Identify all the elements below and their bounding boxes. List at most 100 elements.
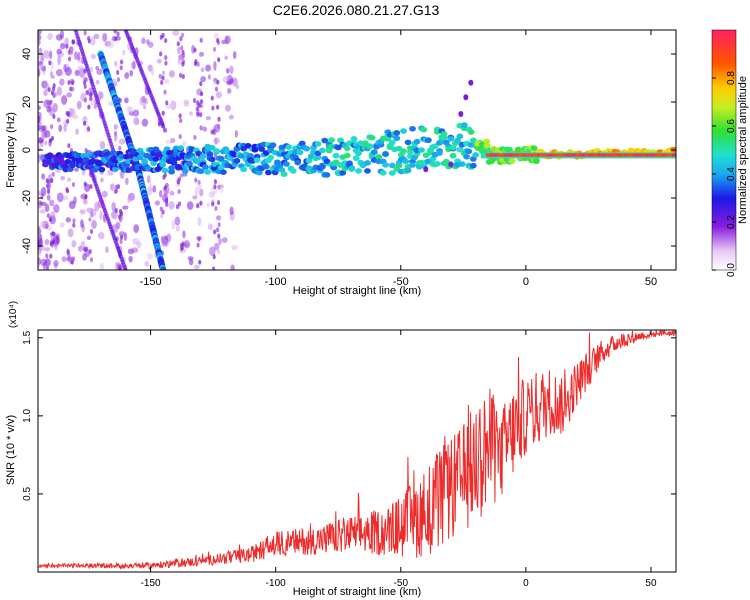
spectro-speckle bbox=[156, 58, 162, 64]
spectrogram-ytick-label: 20 bbox=[21, 96, 33, 108]
spectro-carrier-peak bbox=[620, 153, 624, 157]
spectro-carrier bbox=[69, 160, 76, 167]
spectro-speckle bbox=[38, 68, 41, 78]
spectro-carrier-peak bbox=[656, 153, 660, 157]
spectro-speckle bbox=[205, 64, 212, 72]
spectro-speckle bbox=[159, 213, 164, 219]
spectro-streak bbox=[118, 265, 122, 270]
spectro-speckle bbox=[152, 185, 157, 193]
snr-xtick-label: 0 bbox=[523, 578, 529, 589]
snr-ytick-label: 1.0 bbox=[22, 408, 33, 422]
spectro-speckle bbox=[61, 94, 68, 105]
spectro-streak bbox=[65, 187, 69, 193]
spectro-streak bbox=[114, 208, 118, 214]
spectro-speckle bbox=[141, 118, 149, 127]
spectro-streak bbox=[48, 60, 52, 66]
spectro-carrier-peak bbox=[533, 153, 537, 157]
spectro-streak bbox=[196, 242, 200, 248]
spectro-streak bbox=[178, 134, 182, 140]
spectro-streak bbox=[51, 239, 55, 245]
spectro-speckle bbox=[44, 140, 48, 146]
spectro-carrier-peak bbox=[521, 153, 525, 157]
spectro-speckle bbox=[224, 55, 229, 61]
spectro-carrier bbox=[251, 146, 259, 153]
spectro-speckle bbox=[94, 201, 100, 212]
spectro-speckle bbox=[55, 69, 63, 77]
spectro-streak bbox=[66, 111, 71, 117]
spectro-carrier bbox=[469, 137, 477, 144]
spectro-speckle bbox=[82, 199, 89, 206]
spectro-streak bbox=[178, 113, 182, 119]
spectro-streak bbox=[71, 182, 76, 188]
spectro-speckle bbox=[56, 48, 63, 55]
spectro-carrier bbox=[388, 162, 396, 169]
spectro-streak bbox=[198, 259, 202, 265]
spectro-carrier bbox=[458, 161, 466, 167]
spectro-streak bbox=[217, 116, 221, 122]
spectro-speckle bbox=[53, 238, 59, 248]
spectro-streak bbox=[45, 178, 49, 184]
spectro-streak bbox=[165, 198, 169, 204]
spectro-streak bbox=[217, 222, 221, 228]
spectro-speckle bbox=[183, 239, 191, 249]
spectro-carrier bbox=[532, 158, 540, 165]
spectro-carrier-peak bbox=[647, 153, 651, 157]
spectro-speckle bbox=[40, 201, 47, 207]
spectro-carrier bbox=[319, 163, 326, 170]
spectro-speckle bbox=[186, 201, 194, 210]
spectro-carrier-peak bbox=[536, 153, 540, 157]
spectro-carrier-peak bbox=[629, 153, 633, 157]
spectro-carrier-peak bbox=[641, 153, 645, 157]
spectro-speckle bbox=[39, 209, 46, 214]
spectro-streak bbox=[199, 125, 203, 131]
spectro-streak bbox=[51, 171, 55, 177]
spectro-speckle bbox=[133, 224, 140, 234]
spectro-speckle bbox=[126, 106, 133, 113]
spectro-speckle bbox=[90, 53, 97, 60]
spectro-speckle bbox=[164, 78, 170, 85]
spectro-speckle bbox=[168, 201, 175, 210]
spectro-streak bbox=[47, 87, 51, 93]
spectro-streak bbox=[199, 81, 203, 87]
spectro-speckle bbox=[227, 88, 232, 94]
spectro-carrier bbox=[418, 147, 425, 153]
spectro-speckle bbox=[43, 99, 50, 108]
spectro-carrier bbox=[409, 125, 416, 132]
spectro-carrier-peak bbox=[584, 153, 588, 157]
spectro-streak bbox=[89, 228, 94, 234]
spectro-carrier bbox=[253, 157, 261, 163]
spectro-carrier bbox=[379, 170, 387, 176]
spectro-streak bbox=[163, 89, 167, 95]
spectro-stray bbox=[458, 111, 464, 117]
spectro-carrier bbox=[244, 161, 252, 168]
spectro-speckle bbox=[197, 216, 202, 227]
snr-plot-area bbox=[38, 330, 676, 572]
spectro-speckle bbox=[110, 183, 115, 191]
spectro-speckle bbox=[38, 238, 43, 247]
spectro-carrier bbox=[204, 169, 212, 175]
spectro-speckle bbox=[41, 173, 46, 180]
spectro-speckle bbox=[150, 67, 155, 77]
spectro-speckle bbox=[90, 36, 96, 46]
spectro-streak bbox=[180, 45, 184, 51]
spectro-streak bbox=[214, 86, 219, 92]
spectro-carrier-peak bbox=[518, 153, 522, 157]
spectro-streak bbox=[179, 36, 183, 42]
spectro-carrier bbox=[436, 150, 443, 156]
spectro-carrier bbox=[208, 156, 216, 163]
spectrogram-xtick-label: -50 bbox=[393, 276, 409, 288]
spectro-carrier bbox=[343, 145, 351, 152]
spectro-speckle bbox=[180, 173, 184, 178]
spectro-streak bbox=[161, 110, 165, 116]
spectro-speckle bbox=[207, 74, 211, 80]
spectro-speckle bbox=[74, 69, 80, 77]
spectro-speckle bbox=[56, 117, 61, 123]
spectro-speckle bbox=[205, 115, 212, 121]
spectro-carrier bbox=[217, 155, 225, 162]
spectro-carrier bbox=[368, 134, 376, 141]
spectro-speckle bbox=[122, 49, 126, 56]
spectro-carrier bbox=[303, 145, 311, 152]
spectro-streak bbox=[163, 185, 167, 191]
colorbar-tick-label: 0.6 bbox=[726, 119, 737, 133]
spectro-speckle bbox=[42, 50, 50, 59]
